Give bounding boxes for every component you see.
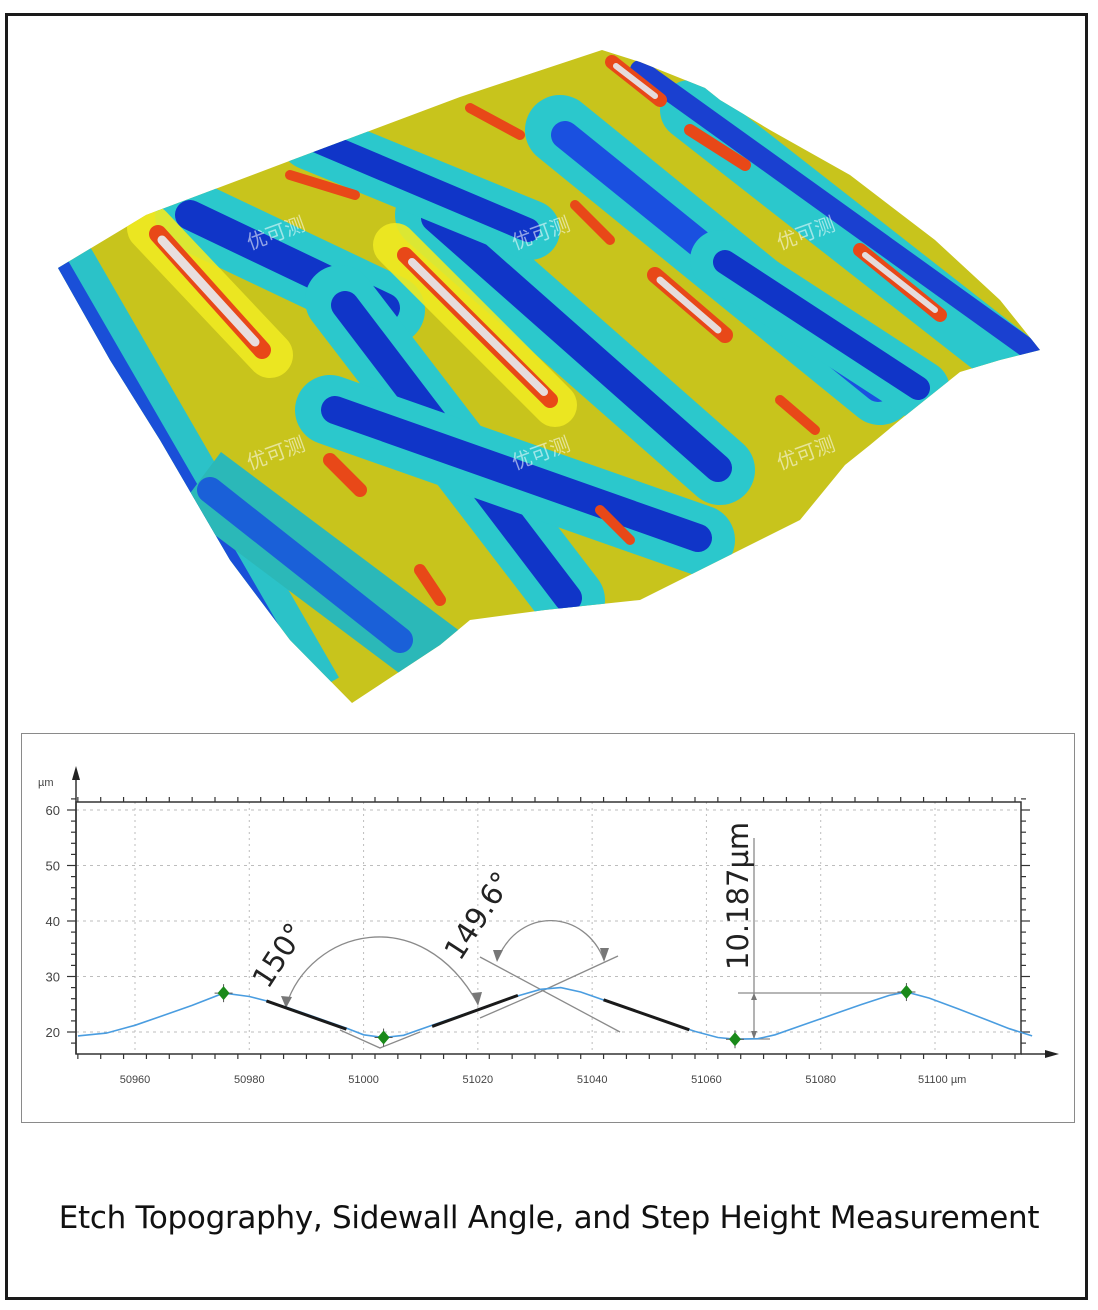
- x-tick-label: 51000: [348, 1074, 379, 1086]
- y-tick-label: 60: [46, 803, 60, 818]
- fit-segment: [603, 998, 690, 1032]
- diamond-marker-icon: [729, 1032, 741, 1047]
- chart-tick-labels: 50960 50980 51000 51020 51040 51060 51080 51100…: [46, 803, 967, 1086]
- profile-chart-panel: [21, 733, 1075, 1123]
- x-tick-label: 50980: [234, 1074, 265, 1086]
- measurement-annotations: [281, 838, 905, 1049]
- x-tick-label: 51080: [805, 1074, 836, 1086]
- fit-segment: [265, 999, 347, 1031]
- x-tick-label: 51100 µm: [918, 1074, 966, 1086]
- y-tick-label: 50: [46, 859, 60, 874]
- extremum-markers: [214, 983, 916, 1049]
- y-tick-label: 30: [46, 970, 60, 985]
- ridge-highlights: [127, 55, 947, 606]
- y-tick-label: 20: [46, 1025, 60, 1040]
- step-height-label: 10.187µm: [721, 822, 755, 970]
- chart-grid: [76, 802, 1021, 1054]
- x-tick-label: 51060: [691, 1074, 722, 1086]
- angle-label-150: 150°: [245, 917, 312, 994]
- fit-segment: [431, 993, 519, 1028]
- y-unit-label: µm: [38, 777, 54, 789]
- chart-axes: [72, 766, 1059, 1058]
- x-tick-label: 51040: [577, 1074, 608, 1086]
- diamond-marker-icon: [377, 1030, 390, 1045]
- profile-line: [77, 986, 1033, 1041]
- x-tick-label: 51020: [463, 1074, 494, 1086]
- diamond-marker-icon: [900, 985, 913, 1000]
- figure-caption: Etch Topography, Sidewall Angle, and Ste…: [58, 1200, 1040, 1236]
- surface-3d-view: 优可测 优可测 优可测 优可测 优可测 优可测: [58, 50, 1040, 703]
- chart-ticks: [67, 797, 1030, 1059]
- figure-frame: [5, 13, 1088, 1300]
- x-tick-label: 50960: [120, 1074, 151, 1086]
- sidewall-fit-segments: [265, 993, 690, 1032]
- diamond-marker-icon: [217, 986, 230, 1001]
- y-tick-label: 40: [46, 914, 60, 929]
